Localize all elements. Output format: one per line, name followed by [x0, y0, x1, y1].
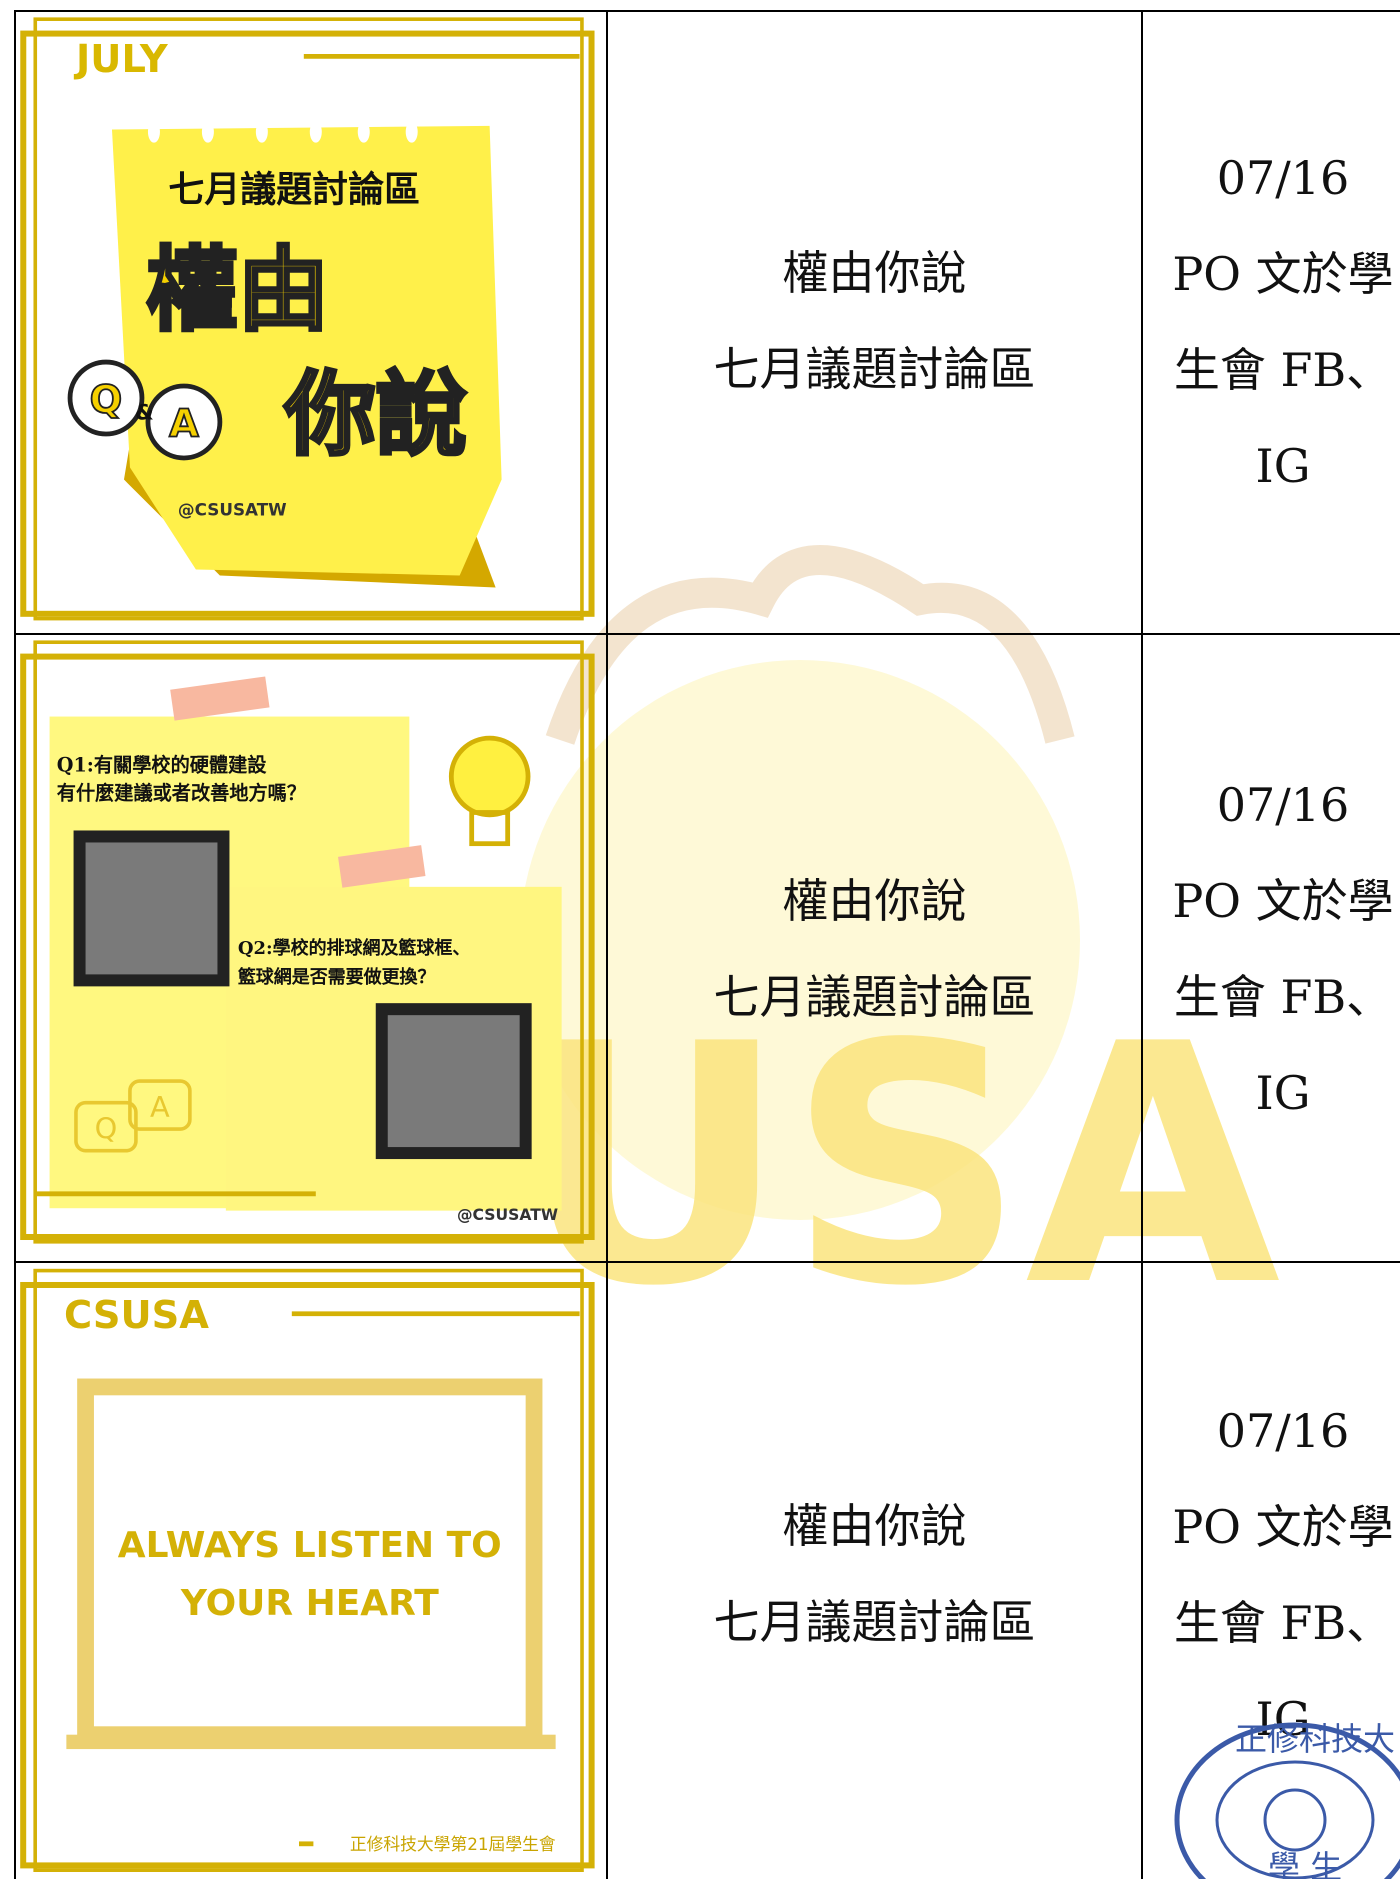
watermark-text: USA: [519, 974, 1282, 1358]
topic-cell: 權由你說 七月議題討論區: [608, 225, 1141, 417]
seal-text: 學 生: [1268, 1848, 1342, 1879]
watermark: USA: [519, 545, 1283, 1358]
date-line: PO 文於學: [1172, 247, 1394, 301]
watermark-lion: [520, 660, 1080, 1220]
table-border: [1141, 10, 1143, 1879]
topic-cell: 權由你說 七月議題討論區: [608, 1478, 1141, 1670]
poster-slogan: Always listen to: [118, 1525, 502, 1566]
poster-question: Q2:學校的排球網及籃球框、: [238, 937, 470, 959]
topic-line: 七月議題討論區: [713, 970, 1036, 1024]
poster: Q1:有關學校的硬體建設 有什麼建議或者改善地方嗎？ Q2:學校的排球網及籃球框…: [20, 640, 595, 1244]
topic-line: 七月議題討論區: [713, 342, 1036, 396]
table-border: [606, 10, 608, 1879]
table-border: [14, 633, 1400, 635]
date-line: 生會 FB、: [1173, 1596, 1393, 1650]
date-cell: 07/16 PO 文於學 生會 FB、 IG: [1143, 1383, 1400, 1767]
date-line: PO 文於學: [1172, 1500, 1394, 1554]
seal-text: 正修科技大: [1235, 1720, 1395, 1758]
table-border: [14, 10, 1400, 12]
date-line: IG: [1255, 1692, 1311, 1746]
watermark-mane: [545, 545, 1075, 745]
poster-question: Q1:有關學校的硬體建設: [57, 754, 267, 777]
poster-q: Q: [90, 377, 123, 422]
date-line: IG: [1255, 439, 1311, 493]
poster-tag: CSUSA: [64, 1293, 209, 1338]
poster-heading: 七月議題討論區: [168, 169, 420, 210]
poster-slogan: your heart: [180, 1583, 439, 1624]
poster-amp: &: [135, 401, 154, 426]
poster-question: 有什麼建議或者改善地方嗎？: [57, 781, 306, 804]
date-line: 07/16: [1216, 151, 1350, 205]
poster: JULY 七月議題討論區 權由 你說 Q & A @CSUSATW: [20, 17, 595, 621]
poster-question: 籃球網是否需要做更換？: [238, 966, 436, 988]
date-line: 生會 FB、: [1173, 970, 1393, 1024]
poster-a: A: [169, 401, 199, 446]
poster-handle: @CSUSATW: [457, 1206, 558, 1224]
poster-big: 你說: [284, 362, 467, 468]
date-line: 07/16: [1216, 1404, 1350, 1458]
poster-a: A: [150, 1090, 170, 1124]
seal: 正修科技大 學 生: [1174, 1720, 1400, 1879]
poster-footer: 正修科技大學第21屆學生會: [350, 1834, 556, 1854]
poster-handle: @CSUSATW: [178, 500, 287, 520]
date-line: 生會 FB、: [1173, 343, 1393, 397]
date-line: PO 文於學: [1172, 874, 1394, 928]
poster-tag: JULY: [73, 37, 169, 82]
topic-line: 權由你說: [782, 874, 967, 928]
topic-line: 權由你說: [782, 246, 967, 300]
table-border: [14, 10, 16, 1879]
date-line: IG: [1255, 1066, 1311, 1120]
poster-q: Q: [95, 1112, 118, 1146]
topic-line: 七月議題討論區: [713, 1595, 1036, 1649]
date-cell: 07/16 PO 文於學 生會 FB、 IG: [1143, 757, 1400, 1141]
poster-big: 權由: [147, 237, 329, 343]
date-line: 07/16: [1216, 778, 1350, 832]
topic-line: 權由你說: [782, 1499, 967, 1553]
date-cell: 07/16 PO 文於學 生會 FB、 IG: [1143, 130, 1400, 514]
poster: CSUSA Always listen to your heart 正修科技大學…: [20, 1268, 595, 1872]
table-border: [14, 1261, 1400, 1263]
topic-cell: 權由你說 七月議題討論區: [608, 853, 1141, 1045]
